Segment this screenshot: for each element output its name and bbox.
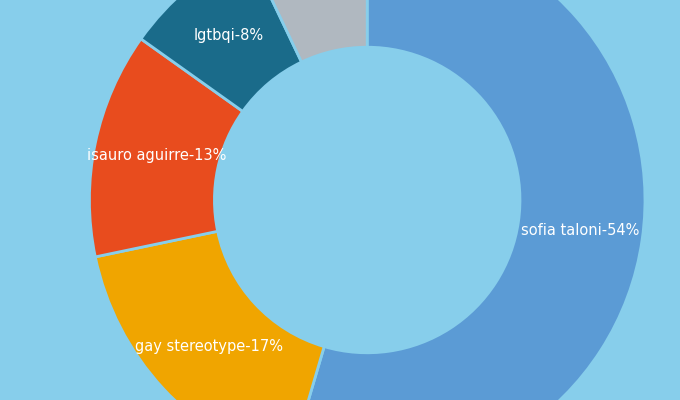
Text: sofia taloni-54%: sofia taloni-54% [521, 223, 639, 238]
Text: gay stereotype-17%: gay stereotype-17% [135, 338, 283, 354]
Text: isauro aguirre-13%: isauro aguirre-13% [87, 148, 226, 164]
Wedge shape [90, 39, 243, 257]
Wedge shape [95, 231, 324, 400]
Wedge shape [289, 0, 645, 400]
Wedge shape [248, 0, 367, 62]
Wedge shape [141, 0, 301, 111]
Text: lgtbqi-8%: lgtbqi-8% [194, 28, 264, 42]
